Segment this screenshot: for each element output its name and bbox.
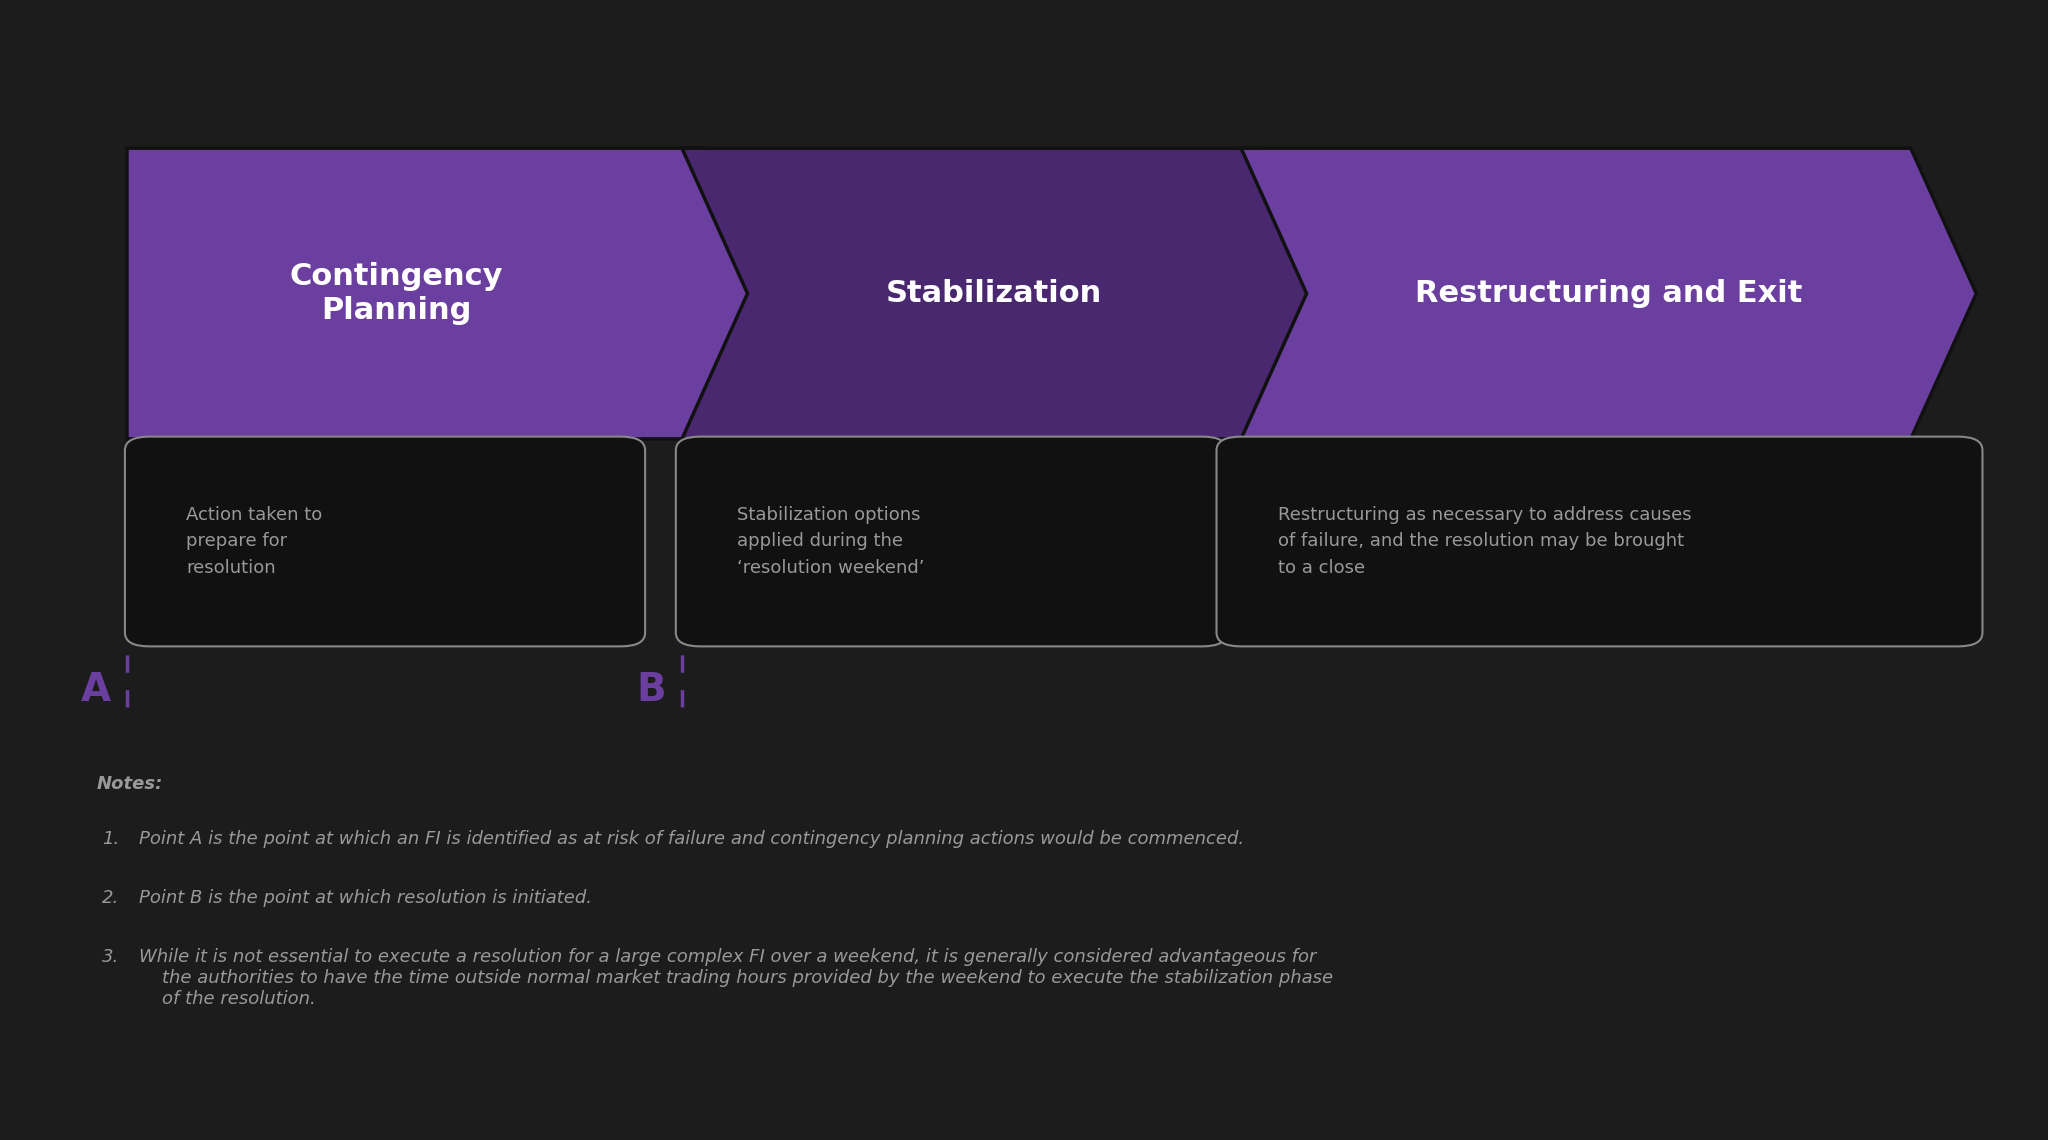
Text: 1.: 1. [102,830,119,848]
Text: A: A [82,670,111,709]
Text: Point B is the point at which resolution is initiated.: Point B is the point at which resolution… [139,889,592,907]
Text: Action taken to
prepare for
resolution: Action taken to prepare for resolution [186,506,324,577]
Text: Restructuring as necessary to address causes
of failure, and the resolution may : Restructuring as necessary to address ca… [1278,506,1692,577]
Text: Stabilization options
applied during the
‘resolution weekend’: Stabilization options applied during the… [737,506,926,577]
FancyBboxPatch shape [676,437,1227,646]
Text: While it is not essential to execute a resolution for a large complex FI over a : While it is not essential to execute a r… [139,948,1333,1008]
Polygon shape [127,148,772,439]
FancyBboxPatch shape [125,437,645,646]
Text: 3.: 3. [102,948,119,967]
Text: Notes:: Notes: [96,775,162,793]
Text: 2.: 2. [102,889,119,907]
Text: B: B [637,670,666,709]
Polygon shape [1241,148,1976,439]
Polygon shape [682,148,1331,439]
Text: Point A is the point at which an FI is identified as at risk of failure and cont: Point A is the point at which an FI is i… [139,830,1245,848]
Text: Stabilization: Stabilization [887,279,1102,308]
Text: Restructuring and Exit: Restructuring and Exit [1415,279,1802,308]
Text: Contingency
Planning: Contingency Planning [289,262,504,325]
FancyBboxPatch shape [1217,437,1982,646]
